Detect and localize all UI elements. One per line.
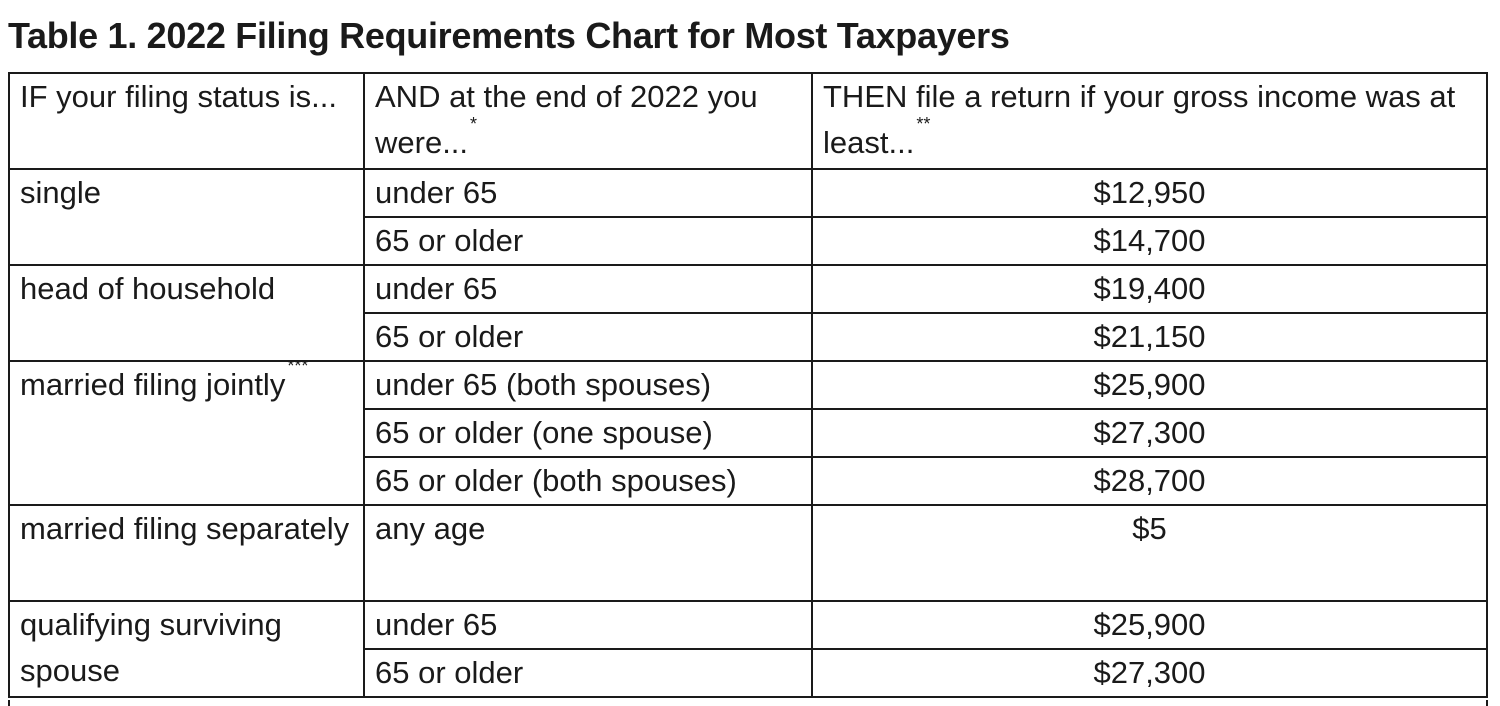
amount-cell: $27,300 xyxy=(811,648,1488,698)
table-row: 65 or older (one spouse) $27,300 xyxy=(9,408,1488,458)
header-age: AND at the end of 2022 you were...* xyxy=(363,72,813,170)
age-cell: 65 or older xyxy=(363,648,813,698)
table-row: married filing separately any age $5 xyxy=(8,504,1488,602)
amount-cell: $27,300 xyxy=(811,408,1488,458)
filing-status-label: qualifying surviving spouse xyxy=(20,607,282,688)
table-row: 65 or older $21,150 xyxy=(9,312,1488,362)
filing-status-label: married filing jointly xyxy=(20,367,286,402)
age-cell: under 65 xyxy=(363,600,813,650)
table-row: 65 or older $27,300 xyxy=(9,648,1488,698)
header-filing-status-label: IF your filing status is... xyxy=(20,79,337,114)
table-row: 65 or older (both spouses) $28,700 xyxy=(9,456,1488,506)
filing-status-cell: married filing jointly*** xyxy=(8,360,365,506)
amount-cell: $19,400 xyxy=(811,264,1488,314)
amount-cell: $12,950 xyxy=(811,168,1488,218)
amount-cell: $28,700 xyxy=(811,456,1488,506)
table-row: 65 or older $14,700 xyxy=(9,216,1488,266)
filing-status-cell: head of household xyxy=(8,264,365,362)
filing-status-cell: qualifying surviving spouse xyxy=(8,600,365,698)
table-continuation-rule-right xyxy=(1486,700,1488,706)
header-gross-income-footnote-mark: ** xyxy=(916,114,931,134)
filing-status-cell: single xyxy=(8,168,365,266)
table-row: head of household under 65 $19,400 xyxy=(8,264,1488,362)
header-age-footnote-mark: * xyxy=(470,114,478,134)
amount-cell: $25,900 xyxy=(811,360,1488,410)
filing-requirements-table: IF your filing status is... AND at the e… xyxy=(8,72,1488,698)
amount-cell: $5 xyxy=(811,504,1488,602)
age-cell: 65 or older xyxy=(363,312,813,362)
header-gross-income: THEN file a return if your gross income … xyxy=(811,72,1488,170)
header-filing-status: IF your filing status is... xyxy=(8,72,365,170)
filing-status-label: married filing separately xyxy=(20,511,350,546)
table-continuation-rule-left xyxy=(8,700,10,706)
age-cell: under 65 (both spouses) xyxy=(363,360,813,410)
age-cell: any age xyxy=(363,504,813,602)
filing-status-label: single xyxy=(20,175,101,210)
header-gross-income-label: THEN file a return if your gross income … xyxy=(823,79,1456,160)
filing-status-cell: married filing separately xyxy=(8,504,365,602)
header-age-label: AND at the end of 2022 you were... xyxy=(375,79,758,160)
filing-status-footnote-mark: *** xyxy=(287,361,309,376)
page-title: Table 1. 2022 Filing Requirements Chart … xyxy=(8,15,1010,56)
table-row: single under 65 $12,950 xyxy=(8,168,1488,266)
table-row: qualifying surviving spouse under 65 $25… xyxy=(8,600,1488,698)
age-cell: under 65 xyxy=(363,264,813,314)
age-cell: 65 or older (one spouse) xyxy=(363,408,813,458)
table-row: married filing jointly*** under 65 (both… xyxy=(8,360,1488,506)
filing-status-label: head of household xyxy=(20,271,276,306)
amount-cell: $25,900 xyxy=(811,600,1488,650)
table-header-row: IF your filing status is... AND at the e… xyxy=(8,72,1488,170)
age-cell: 65 or older xyxy=(363,216,813,266)
age-cell: under 65 xyxy=(363,168,813,218)
amount-cell: $21,150 xyxy=(811,312,1488,362)
age-cell: 65 or older (both spouses) xyxy=(363,456,813,506)
amount-cell: $14,700 xyxy=(811,216,1488,266)
